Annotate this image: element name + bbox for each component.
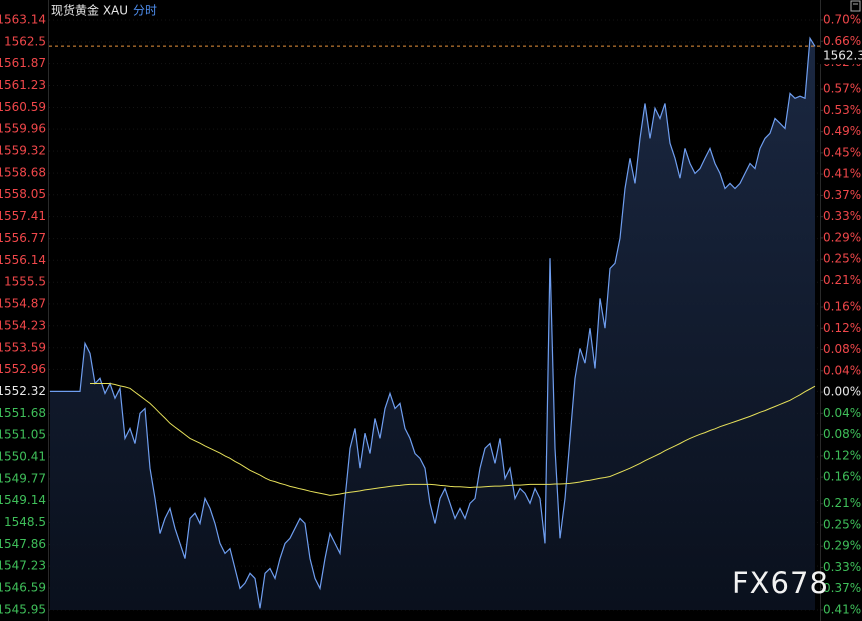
y2-tick-label: 0.16% [823, 470, 861, 484]
y2-tick-label: 0.37% [823, 188, 861, 202]
y-tick-label: 1552.32 [0, 384, 46, 398]
y2-tick-label: 0.12% [823, 321, 861, 335]
chart-subtitle[interactable]: 分时 [133, 4, 157, 18]
y2-tick-label: 0.33% [823, 560, 861, 574]
y2-tick-label: 0.49% [823, 124, 861, 138]
y2-tick-label: 0.41% [823, 167, 861, 181]
y-tick-label: 1545.95 [0, 603, 46, 617]
y2-tick-label: 0.08% [823, 342, 861, 356]
y-tick-label: 1549.14 [0, 493, 46, 507]
y2-tick-label: 0.12% [823, 448, 861, 462]
y-tick-label: 1547.86 [0, 537, 46, 551]
chart-title: 现货黄金 XAU [51, 3, 128, 18]
plot-area [49, 36, 820, 610]
y2-tick-label: 0.29% [823, 230, 861, 244]
y2-tick-label: 0.16% [823, 300, 861, 314]
y-tick-label: 1556.14 [0, 253, 46, 267]
y-tick-label: 1561.23 [0, 78, 46, 92]
y2-tick-label: 0.04% [823, 406, 861, 420]
y-tick-label: 1549.77 [0, 471, 46, 485]
current-price-box [820, 48, 862, 65]
y-tick-label: 1557.41 [0, 209, 46, 223]
y-tick-label: 1551.68 [0, 406, 46, 420]
watermark: FX678 [732, 566, 829, 600]
y2-tick-label: 0.00% [823, 385, 861, 399]
y-tick-label: 1546.59 [0, 581, 46, 595]
y-tick-label: 1550.41 [0, 449, 46, 463]
y-tick-label: 1556.77 [0, 231, 46, 245]
y-tick-label: 1547.23 [0, 559, 46, 573]
y2-tick-label: 0.57% [823, 82, 861, 96]
y-tick-label: 1558.05 [0, 187, 46, 201]
current-price-label: 1562.38 [823, 49, 862, 63]
y2-tick-label: 0.25% [823, 252, 861, 266]
average-line [90, 383, 816, 496]
y-tick-label: 1548.5 [4, 515, 46, 529]
y-tick-label: 1552.96 [0, 362, 46, 376]
y2-tick-label: 0.66% [823, 34, 861, 48]
y-tick-label: 1553.59 [0, 340, 46, 354]
y2-tick-label: 0.70% [823, 13, 861, 27]
y2-tick-label: 0.29% [823, 539, 861, 553]
y-tick-label: 1554.23 [0, 318, 46, 332]
y-tick-label: 1562.5 [4, 34, 46, 48]
y2-tick-label: 0.33% [823, 209, 861, 223]
y2-tick-label: 0.41% [823, 603, 861, 617]
y2-tick-label: 0.21% [823, 273, 861, 287]
y2-tick-label: 0.53% [823, 103, 861, 117]
price-area [50, 38, 815, 610]
y-tick-label: 1563.14 [0, 13, 46, 27]
y2-tick-label: 0.25% [823, 517, 861, 531]
y2-tick-label: 0.21% [823, 496, 861, 510]
y2-tick-label: 0.08% [823, 427, 861, 441]
y2-tick-label: 0.04% [823, 363, 861, 377]
window-icon[interactable] [850, 0, 861, 12]
y-tick-label: 1555.5 [4, 275, 46, 289]
y-tick-label: 1561.87 [0, 56, 46, 70]
y-tick-label: 1559.96 [0, 122, 46, 136]
y2-tick-label: 0.45% [823, 145, 861, 159]
y-tick-label: 1554.87 [0, 296, 46, 310]
y2-tick-label: 0.37% [823, 581, 861, 595]
axes: 1563.14 1562.5 1561.87 1561.23 1560.59 1559.9… [0, 13, 862, 617]
y-tick-label: 1560.59 [0, 100, 46, 114]
y-tick-label: 1558.68 [0, 166, 46, 180]
price-line [50, 36, 816, 609]
y-tick-label: 1559.32 [0, 144, 46, 158]
y-tick-label: 1551.05 [0, 427, 46, 441]
